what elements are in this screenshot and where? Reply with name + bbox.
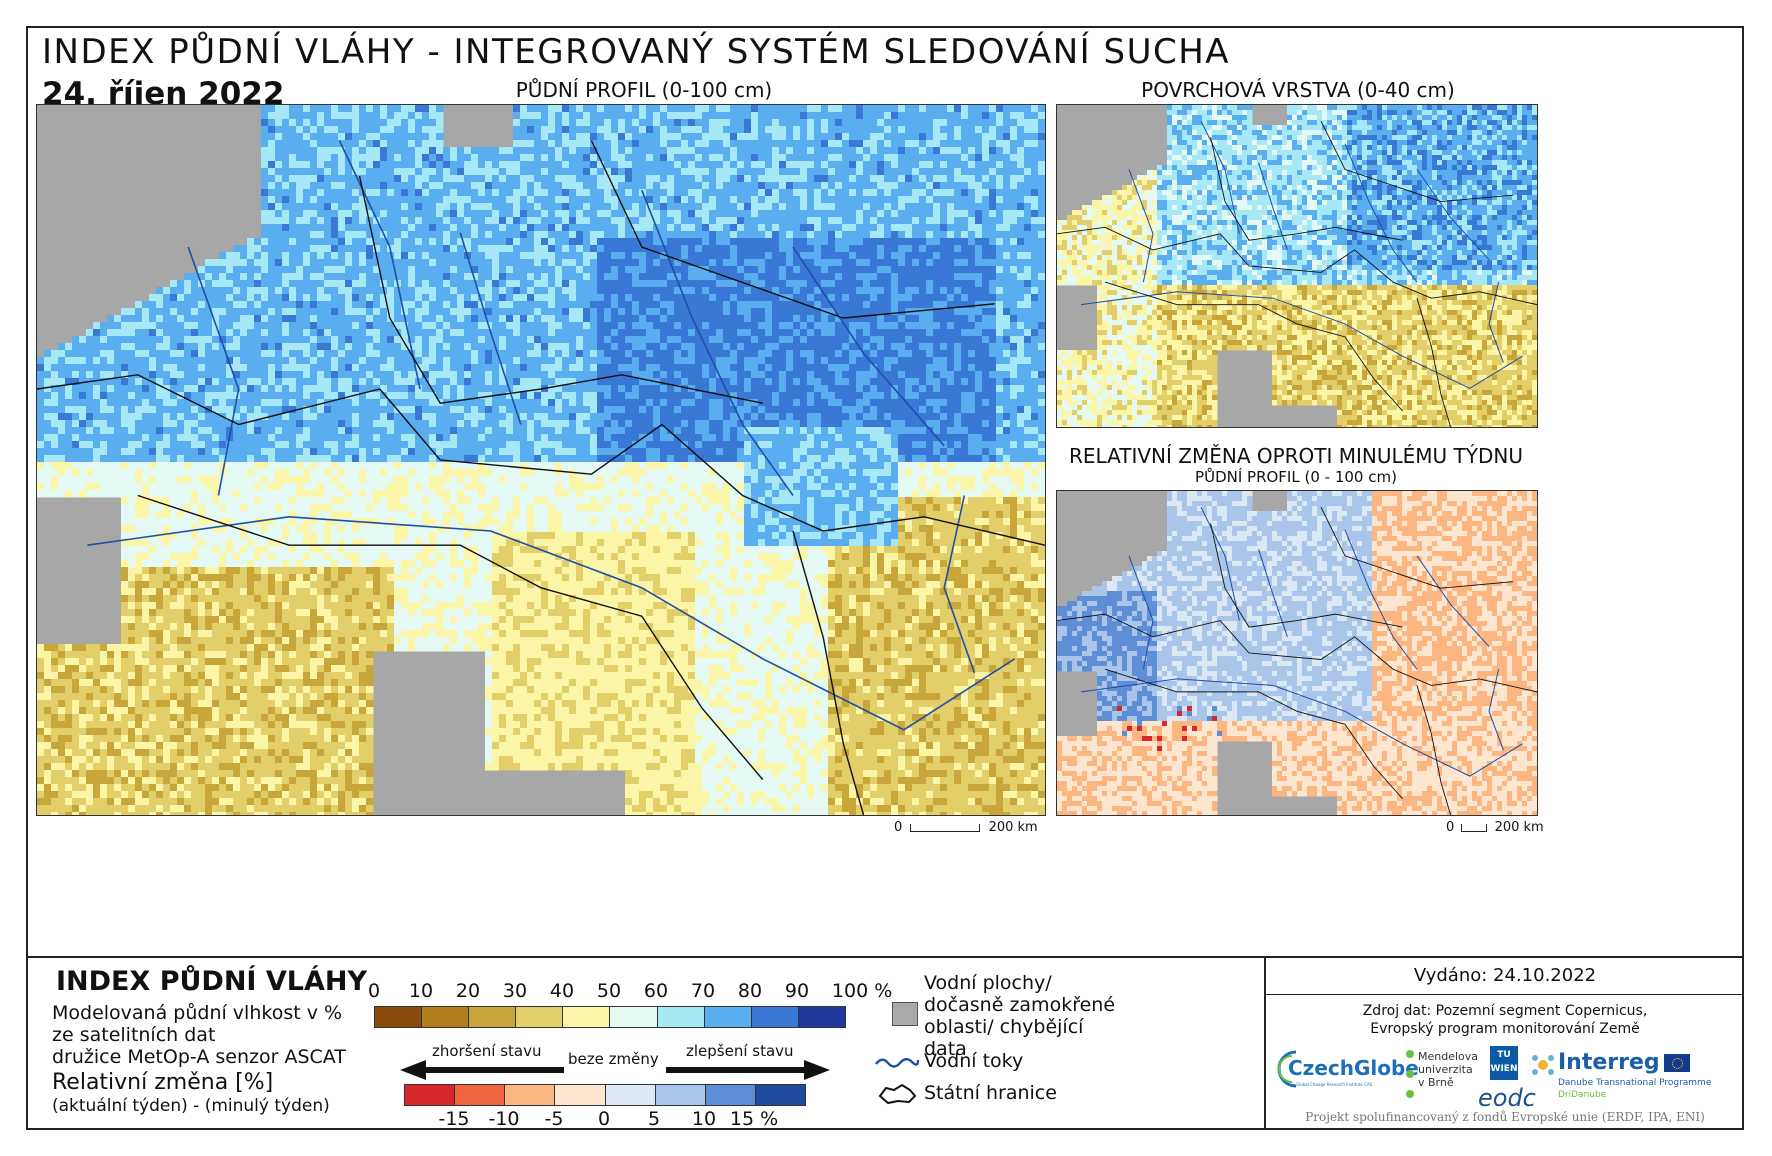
index-colorbar <box>374 1006 846 1028</box>
right-arrow-icon <box>666 1060 830 1080</box>
tick-label: 0 <box>368 980 380 1002</box>
change-tick-labels: -15 -10 -5 0 5 10 15 % <box>404 1108 804 1130</box>
rivers-label: Vodní toky <box>924 1050 1023 1072</box>
index-swatch-6 <box>657 1007 705 1027</box>
change-legend-desc: (aktuální týden) - (minulý týden) <box>52 1096 330 1116</box>
poster-frame: INDEX PŮDNÍ VLÁHY - INTEGROVANÝ SYSTÉM S… <box>26 26 1744 1130</box>
index-swatch-9 <box>798 1007 845 1027</box>
main-scalebar: 0 200 km <box>894 820 1038 835</box>
tick-label: 90 <box>785 980 809 1002</box>
weekly-change-map <box>1056 490 1538 816</box>
index-swatch-3 <box>516 1007 564 1027</box>
change-map-canvas <box>1057 491 1537 815</box>
index-swatch-0 <box>375 1007 423 1027</box>
tick-label: 60 <box>644 980 668 1002</box>
change-swatch-0 <box>405 1085 456 1105</box>
data-source: Zdroj dat: Pozemní segment Copernicus, E… <box>1266 1002 1744 1038</box>
left-arrow-icon <box>400 1060 564 1080</box>
index-swatch-4 <box>563 1007 611 1027</box>
water-areas-swatch <box>892 1002 918 1026</box>
change-swatch-2 <box>505 1085 556 1105</box>
tick-label: 0 <box>598 1108 610 1130</box>
legend-panel: INDEX PŮDNÍ VLÁHY Modelovaná půdní vlhko… <box>28 956 1744 1130</box>
nochange-label: beze změny <box>568 1050 659 1068</box>
better-label: zlepšení stavu <box>686 1042 794 1060</box>
borders-label: Státní hranice <box>924 1082 1057 1104</box>
index-swatch-2 <box>469 1007 517 1027</box>
change-map-label: RELATIVNÍ ZMĚNA OPROTI MINULÉMU TÝDNU <box>1056 444 1536 468</box>
legend-desc-3: družice MetOp-A senzor ASCAT <box>52 1046 346 1068</box>
index-swatch-5 <box>610 1007 658 1027</box>
funding-note: Projekt spolufinancovaný z fondů Evropsk… <box>1266 1110 1744 1124</box>
legend-title: INDEX PŮDNÍ VLÁHY <box>56 966 367 997</box>
change-legend-title: Relativní změna [%] <box>52 1070 273 1095</box>
tu-wien-logo: TU WIEN <box>1490 1046 1518 1080</box>
interreg-logo: Interreg Danube Transnational Programme … <box>1530 1046 1740 1118</box>
tick-label: 40 <box>550 980 574 1002</box>
czechglobe-logo: CzechGlobe Global Change Research Instit… <box>1274 1046 1419 1094</box>
change-swatch-4 <box>605 1085 656 1105</box>
tick-label: 20 <box>456 980 480 1002</box>
main-soil-moisture-map <box>36 104 1046 816</box>
index-swatch-8 <box>751 1007 799 1027</box>
change-swatch-1 <box>455 1085 506 1105</box>
page-title: INDEX PŮDNÍ VLÁHY - INTEGROVANÝ SYSTÉM S… <box>42 32 1230 72</box>
legend-desc-2: ze satelitních dat <box>52 1024 215 1046</box>
legend-desc-1: Modelovaná půdní vlhkost v % <box>52 1002 342 1024</box>
tick-label: 10 <box>409 980 433 1002</box>
surface-map-canvas <box>1057 105 1537 427</box>
tick-label: 5 <box>648 1108 660 1130</box>
border-outline-icon <box>878 1083 917 1105</box>
interreg-mark-icon <box>1532 1055 1554 1075</box>
tick-label: 50 <box>597 980 621 1002</box>
index-swatch-7 <box>704 1007 752 1027</box>
surface-layer-map <box>1056 104 1538 428</box>
change-direction-arrows <box>400 1060 830 1080</box>
issued-date: Vydáno: 24.10.2022 <box>1266 958 1744 995</box>
main-map-canvas <box>37 105 1045 815</box>
change-map-sublabel: PŮDNÍ PROFIL (0 - 100 cm) <box>1056 468 1536 486</box>
source-line-1: Zdroj dat: Pozemní segment Copernicus, <box>1266 1002 1744 1020</box>
worse-label: zhoršení stavu <box>432 1042 541 1060</box>
change-swatch-6 <box>705 1085 756 1105</box>
tick-label: 70 <box>691 980 715 1002</box>
surface-map-label: POVRCHOVÁ VRSTVA (0-40 cm) <box>1058 78 1538 102</box>
tick-label: 80 <box>738 980 762 1002</box>
tick-label: 100 % <box>832 980 892 1002</box>
change-scalebar: 0 200 km <box>1446 820 1544 835</box>
tick-label: 30 <box>503 980 527 1002</box>
change-swatch-3 <box>555 1085 606 1105</box>
tick-label: 10 <box>692 1108 716 1130</box>
tick-label: -10 <box>488 1108 519 1130</box>
source-line-2: Evropský program monitorování Země <box>1266 1020 1744 1038</box>
water-areas-label: Vodní plochy/ dočasně zamokřené oblasti/… <box>924 972 1124 1060</box>
main-map-label: PŮDNÍ PROFIL (0-100 cm) <box>424 78 864 102</box>
change-colorbar <box>404 1084 806 1106</box>
change-swatch-7 <box>755 1085 805 1105</box>
eu-flag-icon <box>1664 1054 1690 1072</box>
river-line-icon <box>875 1058 920 1068</box>
change-swatch-5 <box>655 1085 706 1105</box>
tick-label: -15 <box>438 1108 469 1130</box>
info-panel: Vydáno: 24.10.2022 Zdroj dat: Pozemní se… <box>1264 958 1744 1130</box>
tick-label: -5 <box>545 1108 564 1130</box>
index-swatch-1 <box>422 1007 470 1027</box>
eodc-logo: eodc <box>1478 1084 1536 1112</box>
index-tick-labels: 0 10 20 30 40 50 60 70 80 90 100 % <box>368 980 892 1004</box>
tick-label: 15 % <box>730 1108 778 1130</box>
